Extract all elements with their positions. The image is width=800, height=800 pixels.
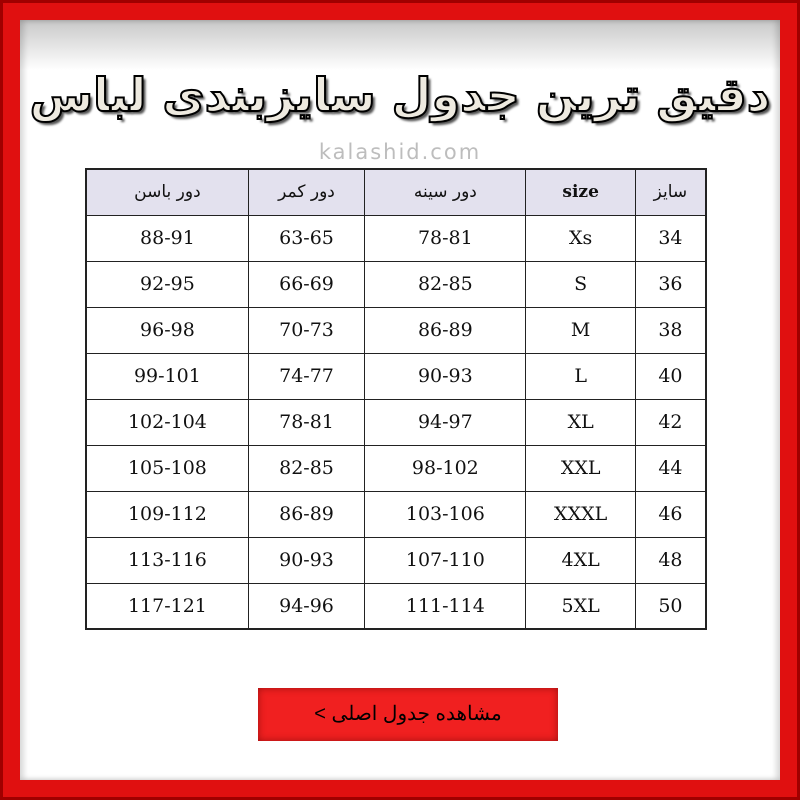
table-cell: 42: [634, 398, 707, 446]
table-cell: 107-110: [364, 536, 527, 584]
table-row: 40 L 90-93 74-77 99-101: [85, 352, 707, 400]
table-cell: 78-81: [247, 398, 366, 446]
table-cell: 92-95: [85, 260, 249, 308]
size-table: سایز size دور سینه دور کمر دور باسن 34 Xs 78-8…: [85, 168, 707, 630]
table-cell: 99-101: [85, 352, 249, 400]
table-cell: 48: [634, 536, 707, 584]
table-cell: 70-73: [247, 306, 366, 354]
table-cell: 5XL: [525, 582, 636, 630]
watermark: kalashid.com: [318, 140, 482, 164]
column-header: دور باسن: [85, 168, 249, 216]
column-header: size: [525, 168, 636, 216]
table-cell: 34: [634, 214, 707, 262]
view-original-table-button[interactable]: مشاهده جدول اصلی >: [258, 688, 558, 741]
table-row: 34 Xs 78-81 63-65 88-91: [85, 214, 707, 262]
table-row: 42 XL 94-97 78-81 102-104: [85, 398, 707, 446]
table-row: 50 5XL 111-114 94-96 117-121: [85, 582, 707, 630]
column-header: سایز: [634, 168, 707, 216]
table-cell: 94-97: [364, 398, 527, 446]
table-row: 44 XXL 98-102 82-85 105-108: [85, 444, 707, 492]
page-title: دقیق ترین جدول سایزبندی لباس: [29, 67, 772, 123]
table-cell: 90-93: [364, 352, 527, 400]
table-cell: 63-65: [247, 214, 366, 262]
table-header-row: سایز size دور سینه دور کمر دور باسن: [85, 168, 707, 216]
table-cell: 4XL: [525, 536, 636, 584]
column-header: دور کمر: [247, 168, 366, 216]
table-cell: 36: [634, 260, 707, 308]
table-cell: 78-81: [364, 214, 527, 262]
table-cell: 105-108: [85, 444, 249, 492]
table-cell: 98-102: [364, 444, 527, 492]
table-cell: M: [525, 306, 636, 354]
table-cell: 82-85: [364, 260, 527, 308]
table-cell: 38: [634, 306, 707, 354]
table-row: 46 XXXL 103-106 86-89 109-112: [85, 490, 707, 538]
table-cell: L: [525, 352, 636, 400]
table-cell: 96-98: [85, 306, 249, 354]
table-cell: XL: [525, 398, 636, 446]
table-cell: 86-89: [364, 306, 527, 354]
table-cell: Xs: [525, 214, 636, 262]
table-cell: 66-69: [247, 260, 366, 308]
table-cell: 50: [634, 582, 707, 630]
table-cell: 111-114: [364, 582, 527, 630]
table-cell: 109-112: [85, 490, 249, 538]
table-cell: 102-104: [85, 398, 249, 446]
table-cell: 44: [634, 444, 707, 492]
column-header: دور سینه: [364, 168, 527, 216]
table-row: 48 4XL 107-110 90-93 113-116: [85, 536, 707, 584]
table-cell: XXXL: [525, 490, 636, 538]
table-cell: 94-96: [247, 582, 366, 630]
table-cell: 103-106: [364, 490, 527, 538]
table-cell: S: [525, 260, 636, 308]
table-cell: 74-77: [247, 352, 366, 400]
table-cell: 46: [634, 490, 707, 538]
table-cell: 90-93: [247, 536, 366, 584]
table-cell: XXL: [525, 444, 636, 492]
table-row: 38 M 86-89 70-73 96-98: [85, 306, 707, 354]
table-cell: 117-121: [85, 582, 249, 630]
table-cell: 86-89: [247, 490, 366, 538]
table-cell: 40: [634, 352, 707, 400]
table-cell: 88-91: [85, 214, 249, 262]
table-cell: 82-85: [247, 444, 366, 492]
table-cell: 113-116: [85, 536, 249, 584]
table-row: 36 S 82-85 66-69 92-95: [85, 260, 707, 308]
